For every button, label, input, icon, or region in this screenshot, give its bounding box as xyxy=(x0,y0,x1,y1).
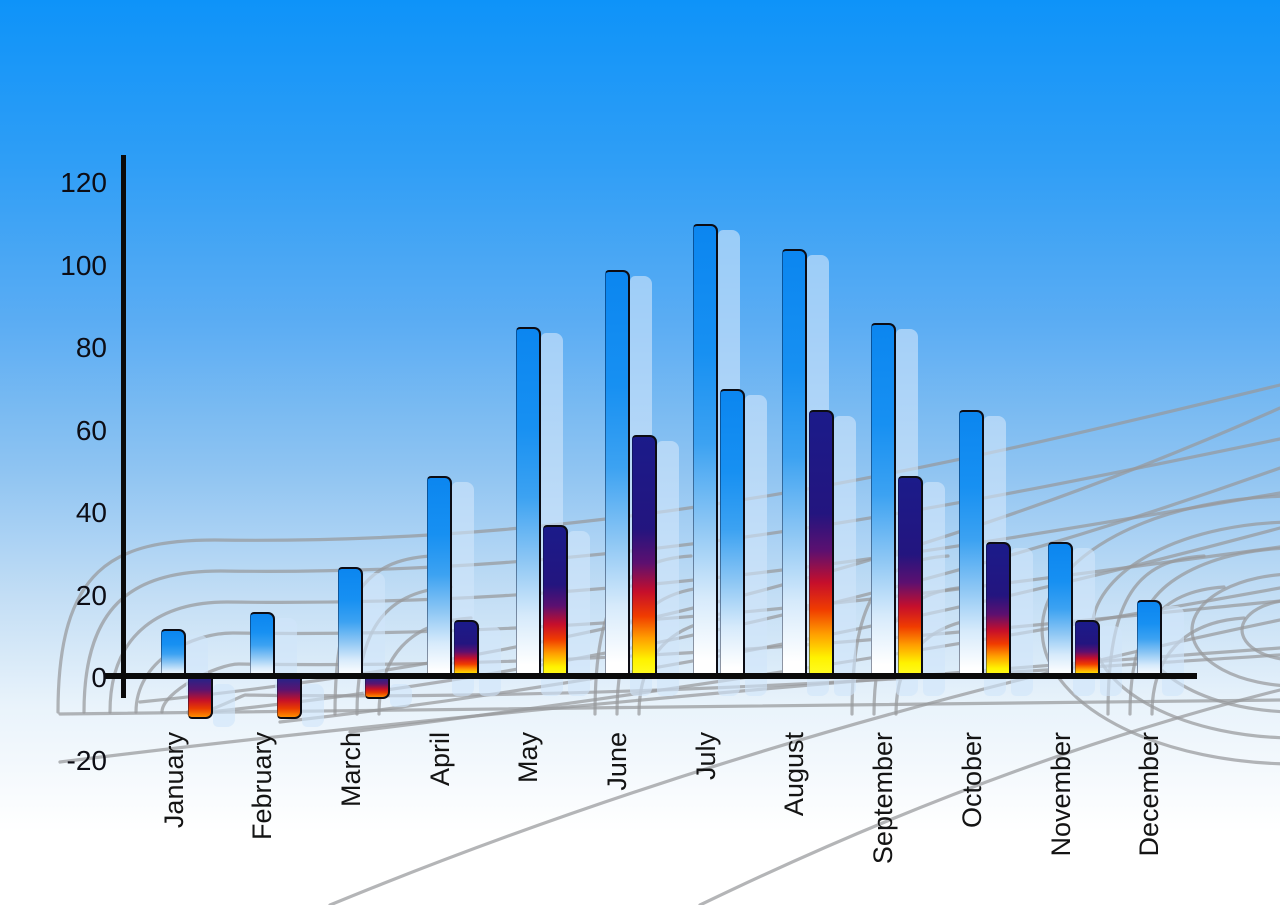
bar-june-series2 xyxy=(631,434,657,679)
bar-july-series2 xyxy=(720,389,746,679)
y-axis-tick-label-60: 60 xyxy=(75,414,107,446)
bar-january-series2 xyxy=(188,678,213,720)
x-axis-label-july: July xyxy=(690,732,721,781)
bar-echo-november-series2 xyxy=(1100,626,1122,696)
x-axis-label-october: October xyxy=(956,732,987,829)
y-axis-tick-label-120: 120 xyxy=(60,167,107,198)
bar-may-series2 xyxy=(542,525,568,679)
bar-september-series1 xyxy=(870,323,896,679)
bar-echo-march-series2 xyxy=(390,684,413,707)
bar-november-series1 xyxy=(1048,541,1073,679)
bar-december-series1 xyxy=(1136,599,1162,679)
x-axis-label-february: February xyxy=(247,732,278,841)
x-axis-label-november: November xyxy=(1045,732,1076,857)
y-axis-tick-label-100: 100 xyxy=(60,249,107,281)
y-axis-tick-label-20: 20 xyxy=(75,579,107,611)
bar-february-series2 xyxy=(276,678,302,720)
y-axis-tick-label--20: -20 xyxy=(66,744,107,776)
x-axis-line xyxy=(105,673,1197,679)
x-axis-label-august: August xyxy=(779,732,810,817)
x-axis-label-march: March xyxy=(335,732,366,808)
bar-echo-august-series2 xyxy=(833,415,856,696)
bar-february-series1 xyxy=(249,612,275,679)
x-axis-label-december: December xyxy=(1134,732,1165,857)
bar-echo-december-series1 xyxy=(1161,605,1184,696)
bar-echo-may-series2 xyxy=(567,531,590,696)
bar-august-series1 xyxy=(781,249,807,679)
bar-echo-january-series2 xyxy=(213,684,235,728)
bar-july-series1 xyxy=(693,224,719,679)
bar-march-series2 xyxy=(365,678,391,699)
x-axis-label-april: April xyxy=(424,732,455,787)
y-axis-tick-label-0: 0 xyxy=(91,662,107,693)
bar-september-series2 xyxy=(897,475,923,679)
bar-echo-april-series2 xyxy=(479,626,502,696)
bar-echo-june-series2 xyxy=(656,440,679,696)
bar-echo-september-series2 xyxy=(922,481,945,696)
x-axis-label-june: June xyxy=(602,732,632,791)
x-axis-label-january: January xyxy=(158,732,189,829)
bar-august-series2 xyxy=(808,409,834,679)
bar-october-series1 xyxy=(959,409,985,679)
x-axis-label-september: September xyxy=(868,732,899,865)
x-axis-label-may: May xyxy=(513,732,544,784)
y-axis-tick-label-80: 80 xyxy=(75,332,107,363)
bar-october-series2 xyxy=(986,541,1012,679)
bar-june-series1 xyxy=(604,269,630,679)
bar-april-series1 xyxy=(427,475,453,679)
bar-echo-july-series2 xyxy=(745,395,768,696)
bar-november-series2 xyxy=(1075,620,1100,679)
bar-march-series1 xyxy=(338,566,364,679)
bar-echo-february-series2 xyxy=(301,684,324,728)
bar-may-series1 xyxy=(515,327,541,679)
y-axis-tick-label-40: 40 xyxy=(75,497,107,528)
bar-january-series1 xyxy=(161,628,186,679)
y-axis-line xyxy=(121,155,126,698)
bar-april-series2 xyxy=(454,620,480,679)
